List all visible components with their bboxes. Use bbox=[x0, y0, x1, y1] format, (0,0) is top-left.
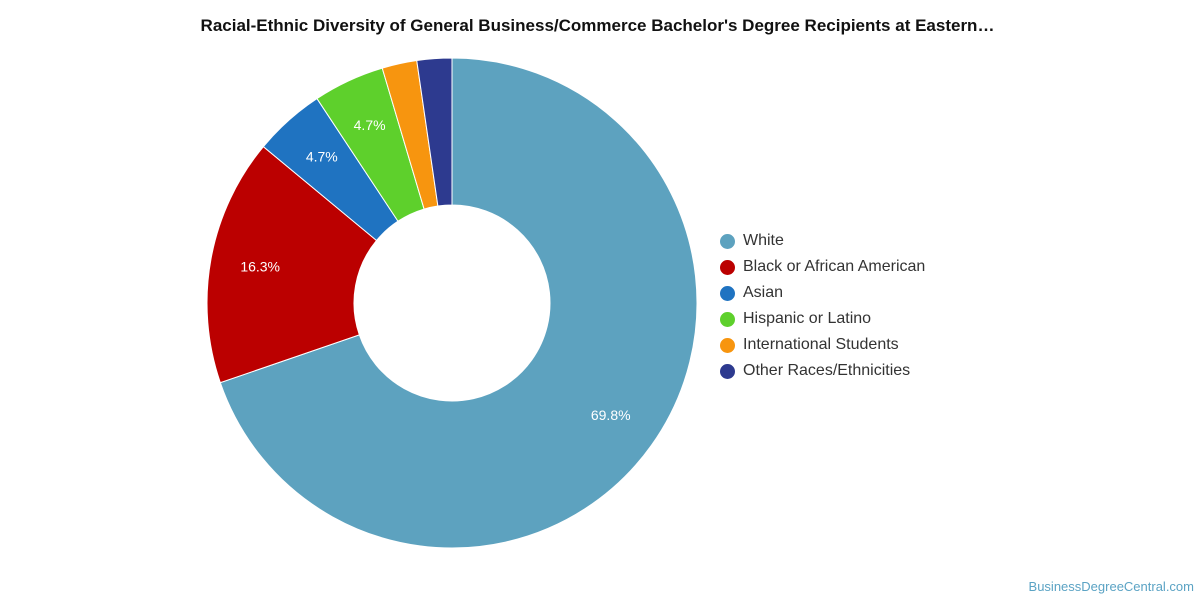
legend-item-hispanic-or-latino[interactable]: Hispanic or Latino bbox=[720, 306, 925, 332]
donut-slices bbox=[206, 57, 698, 549]
legend-label: Other Races/Ethnicities bbox=[743, 362, 911, 379]
data-label-black-or-african-american: 16.3% bbox=[240, 259, 280, 275]
legend-swatch-icon bbox=[720, 285, 735, 301]
legend-swatch-icon bbox=[720, 337, 735, 353]
legend-label: Black or African American bbox=[743, 258, 926, 275]
legend-item-asian[interactable]: Asian bbox=[720, 280, 925, 306]
chart-title: Racial-Ethnic Diversity of General Busin… bbox=[200, 16, 995, 35]
donut-data-labels: 69.8% 16.3% 4.7% 4.7% bbox=[240, 117, 630, 423]
data-label-white: 69.8% bbox=[591, 407, 631, 423]
slice-other-races-ethnicities[interactable] bbox=[416, 57, 453, 207]
legend-label: White bbox=[743, 232, 784, 249]
legend-item-white[interactable]: White bbox=[720, 228, 925, 254]
legend-label: International Students bbox=[743, 336, 899, 353]
data-label-hispanic-or-latino: 4.7% bbox=[354, 117, 386, 133]
footer-credit-link[interactable]: BusinessDegreeCentral.com bbox=[1028, 579, 1194, 594]
chart-legend: White Black or African American Asian Hispa… bbox=[720, 228, 925, 384]
legend-label: Asian bbox=[743, 284, 784, 301]
data-label-asian: 4.7% bbox=[306, 149, 338, 165]
legend-item-other-races-ethnicities[interactable]: Other Races/Ethnicities bbox=[720, 358, 925, 384]
legend-label: Hispanic or Latino bbox=[743, 310, 872, 327]
legend-swatch-icon bbox=[720, 363, 735, 379]
slice-white[interactable] bbox=[219, 57, 698, 549]
legend-swatch-icon bbox=[720, 311, 735, 327]
legend-item-international-students[interactable]: International Students bbox=[720, 332, 925, 358]
legend-swatch-icon bbox=[720, 259, 735, 275]
legend-swatch-icon bbox=[720, 233, 735, 249]
legend-item-black-or-african-american[interactable]: Black or African American bbox=[720, 254, 925, 280]
